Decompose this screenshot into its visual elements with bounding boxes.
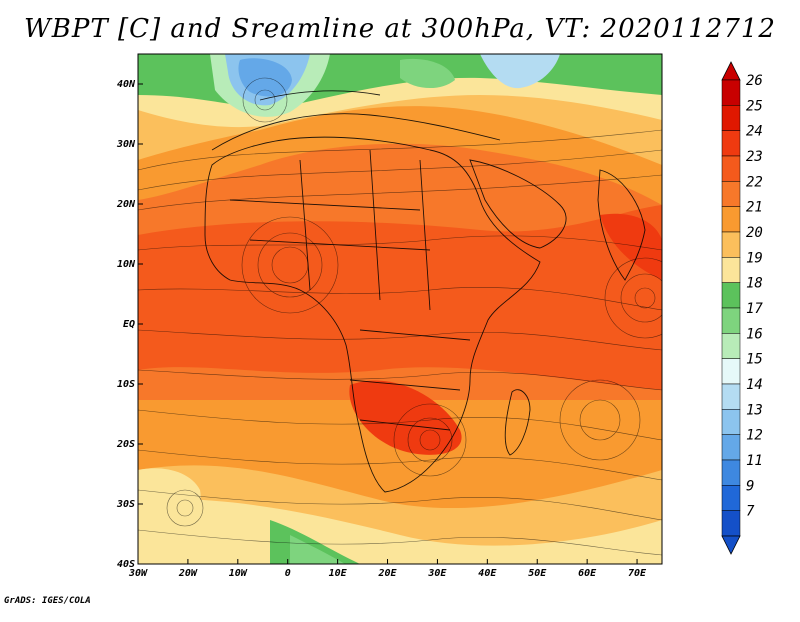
colorbar-swatch: [721, 257, 741, 283]
lat-tick-label: 20N: [116, 199, 136, 210]
lon-tick-label: 70E: [628, 568, 647, 579]
lat-tick-label: 30S: [116, 499, 135, 510]
lat-tick-label: 40S: [117, 559, 135, 570]
colorbar-swatch: [721, 459, 741, 486]
colorbar-label: 21: [746, 200, 763, 216]
colorbar-swatch: [721, 358, 741, 385]
lon-tick-label: 20E: [377, 568, 397, 579]
lon-tick-label: 0: [285, 568, 291, 579]
map-title: WBPT [C] and Sreamline at 300hPa, VT: 20…: [24, 14, 776, 44]
longitude-axis: 30W 20W 10W 0 10E 20E 30E 40E 50E 60E 70E: [128, 559, 647, 579]
colorbar-label: 24: [746, 124, 763, 140]
colorbar-label: 25: [746, 98, 763, 114]
colorbar-swatch: [721, 130, 741, 157]
colorbar-swatch: [721, 105, 741, 131]
lon-tick-label: 20W: [178, 568, 198, 579]
colorbar-swatch: [721, 510, 741, 537]
colorbar-swatch: [721, 79, 741, 106]
map-frame: [137, 53, 663, 565]
colorbar-label: 22: [746, 174, 763, 190]
lon-tick-label: 50E: [528, 568, 547, 579]
colorbar: 26 25 24 23 22 21 20 19 18 17 16 15 14 13 12 11 9 7: [721, 61, 763, 555]
colorbar-label: 11: [746, 453, 763, 469]
colorbar-swatch: [721, 155, 741, 182]
lat-tick-label: 10N: [117, 259, 136, 270]
colorbar-swatch: [721, 333, 741, 359]
colorbar-label: 20: [746, 225, 763, 241]
colorbar-swatch: [721, 434, 741, 461]
lon-tick-label: 10E: [329, 568, 348, 579]
colorbar-swatch: [721, 383, 741, 410]
colorbar-label: 26: [746, 73, 763, 89]
coastlines: [204, 90, 646, 493]
streamlines: [138, 77, 662, 556]
grads-credit: GrADS: IGES/COLA: [4, 596, 91, 606]
colorbar-swatch: [721, 307, 741, 334]
colorbar-label: 17: [746, 301, 763, 317]
lat-tick-label: 30N: [116, 139, 136, 150]
latitude-axis: 40N 30N 20N 10N EQ 10S 20S 30S 40S: [116, 79, 143, 570]
colorbar-label: 19: [746, 250, 763, 266]
colorbar-label: 16: [746, 326, 763, 342]
colorbar-swatch: [721, 485, 741, 511]
lon-tick-label: 10W: [229, 568, 248, 579]
colorbar-label: 18: [746, 276, 763, 292]
lon-tick-label: 60E: [578, 568, 597, 579]
colorbar-top-arrow: [721, 61, 741, 81]
colorbar-swatch: [721, 409, 741, 435]
lon-tick-label: 30W: [128, 568, 148, 579]
lon-tick-label: 30E: [427, 568, 447, 579]
colorbar-label: 14: [746, 377, 763, 393]
lat-tick-label: EQ: [123, 319, 135, 330]
colorbar-label: 13: [746, 402, 763, 418]
colorbar-label: 15: [746, 352, 763, 368]
colorbar-label: 7: [746, 504, 755, 520]
lon-tick-label: 40E: [478, 568, 497, 579]
wbpt-field: [138, 54, 662, 564]
colorbar-swatch: [721, 181, 741, 207]
colorbar-label: 9: [746, 478, 754, 494]
colorbar-swatch: [721, 206, 741, 233]
lat-tick-label: 10S: [117, 379, 135, 390]
lat-tick-label: 40N: [117, 79, 136, 90]
colorbar-swatch: [721, 231, 741, 258]
lat-tick-label: 20S: [116, 439, 135, 450]
colorbar-bottom-arrow: [721, 535, 741, 555]
colorbar-label: 12: [746, 428, 763, 444]
colorbar-swatch: [721, 282, 741, 309]
colorbar-label: 23: [746, 149, 763, 165]
